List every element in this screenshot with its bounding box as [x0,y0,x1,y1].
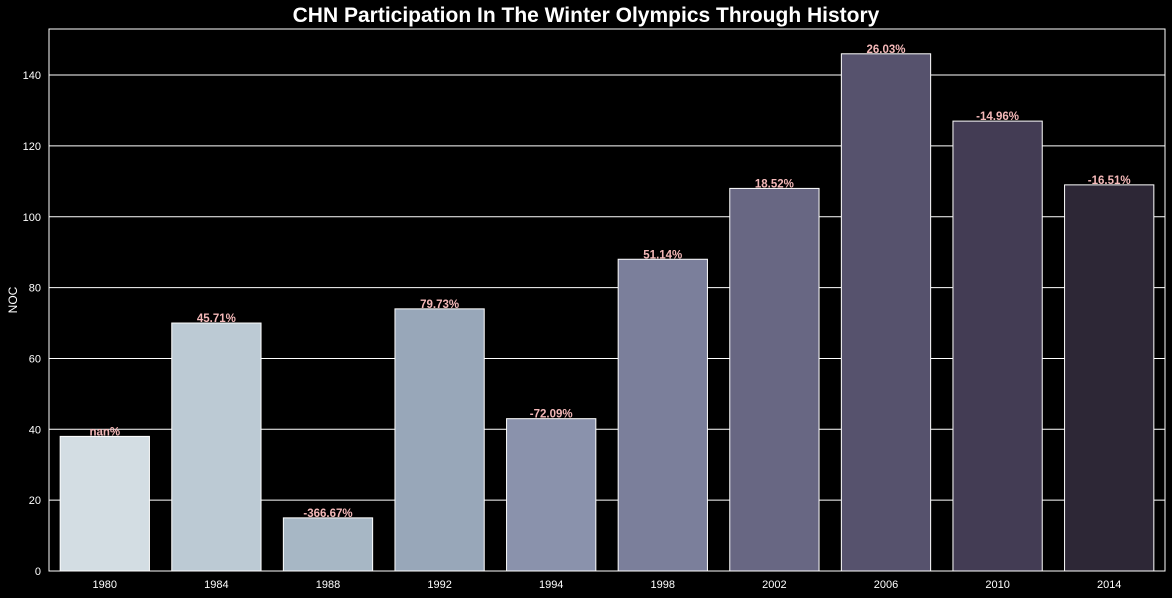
bar-value-label: -72.09% [530,409,573,421]
bar [617,258,708,572]
y-tick-label: 120 [23,141,41,153]
axes: 0 20 40 60 80 100 120 140 NOC 1980 1984 1988 1992 199… [6,70,1121,591]
bar-value-label: -14.96% [976,111,1019,123]
x-tick-label: 1984 [204,579,228,591]
bar-value-label: 79.73% [420,299,459,311]
x-tick-label: 1992 [427,579,451,591]
bar [729,187,820,572]
bar [1064,184,1155,572]
bar-value-label: nan% [89,426,120,438]
bar [171,322,262,572]
x-tick-label: 2010 [985,579,1009,591]
bar [952,120,1043,572]
bar [506,418,597,572]
x-tick-label: 2006 [874,579,898,591]
bar-value-label: -16.51% [1088,175,1131,187]
x-tick-label: 1998 [651,579,675,591]
x-tick-label: 1980 [93,579,117,591]
bar-value-label: -366.67% [303,508,352,520]
x-tick-label: 1994 [539,579,563,591]
bar [59,435,150,572]
y-tick-label: 140 [23,70,41,82]
bar [282,517,374,572]
x-tick-label: 2002 [762,579,786,591]
bar-value-label: 18.52% [755,178,794,190]
y-tick-label: 0 [35,566,41,578]
bars [59,53,1155,572]
bar [840,53,932,572]
x-tick-label: 2014 [1097,579,1121,591]
bar-value-label: 51.14% [643,249,682,261]
bar-value-label: 26.03% [866,44,905,56]
y-tick-label: 20 [29,495,41,507]
y-tick-label: 60 [29,353,41,365]
x-tick-label: 1988 [316,579,340,591]
y-tick-label: 100 [23,212,41,224]
data-labels: nan% 45.71% -366.67% 79.73% -72.09% 51.14% 18.… [89,44,1130,520]
chart-title: CHN Participation In The Winter Olympics… [292,4,880,27]
bar [394,308,485,572]
y-tick-label: 40 [29,424,41,436]
bar-value-label: 45.71% [197,313,236,325]
y-axis-label: NOC [6,286,20,313]
y-tick-label: 80 [29,283,41,295]
